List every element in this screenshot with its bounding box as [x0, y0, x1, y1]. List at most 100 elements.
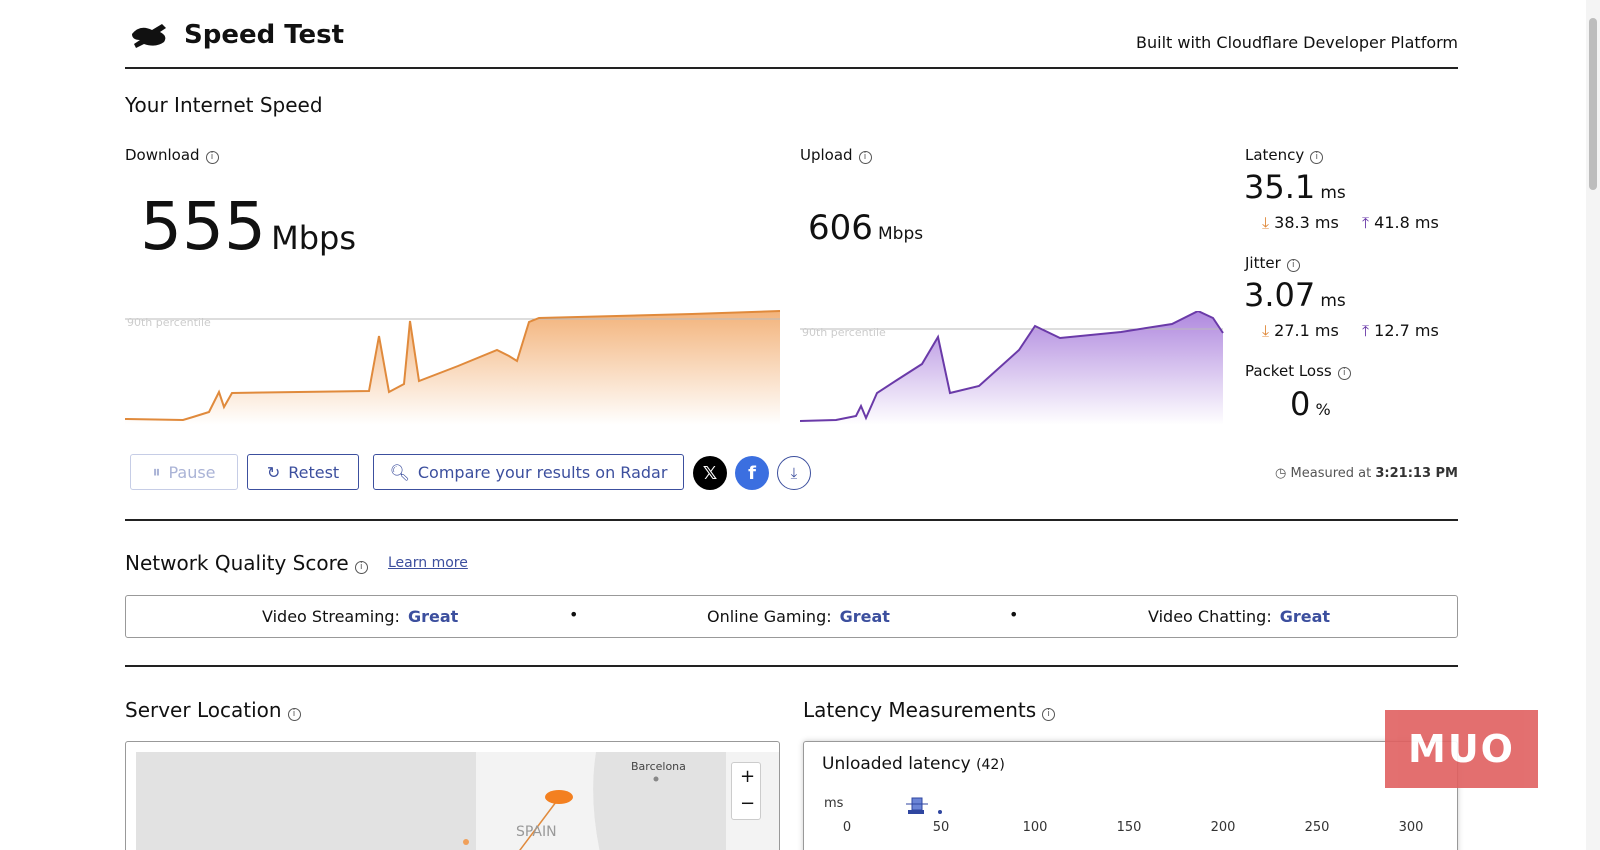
- download-number: 555: [140, 188, 266, 265]
- compare-button[interactable]: 🔍︎ Compare your results on Radar: [373, 454, 684, 490]
- map-label: SPAIN: [516, 824, 557, 840]
- map[interactable]: Barcelona SPAIN: [126, 742, 779, 850]
- quality-item: Online Gaming: Great: [707, 607, 890, 626]
- jitter-label-text: Jitter: [1245, 254, 1281, 272]
- upload-value: 606 Mbps: [808, 208, 923, 248]
- pause-button[interactable]: ⏸ Pause: [130, 454, 238, 490]
- measured-label: Measured at: [1290, 466, 1372, 481]
- axis-tick-label: 300: [1398, 820, 1424, 835]
- upload-label: Upload i: [800, 146, 872, 164]
- latency-label: Latency i: [1245, 146, 1324, 164]
- quality-item-label: Video Streaming:: [262, 607, 400, 626]
- separator-dot: •: [569, 605, 579, 624]
- watermark: MUO: [1385, 710, 1538, 788]
- jitter-value: 3.07 ms: [1244, 276, 1346, 314]
- scrollbar-thumb[interactable]: [1589, 18, 1597, 190]
- jitter-down: ⤓ 27.1 ms: [1262, 321, 1339, 340]
- latency-panel: Unloaded latency (42) ms 0 50 100 150 200 250…: [803, 741, 1458, 850]
- percentile-label: 90th percentile: [802, 326, 886, 339]
- latency-unit: ms: [1320, 183, 1346, 203]
- axis-tick-label: 150: [1116, 820, 1142, 835]
- quality-item-rating: Great: [1279, 607, 1331, 626]
- jitter-number: 3.07: [1244, 276, 1316, 314]
- axis-tick-label: 50: [932, 820, 950, 835]
- packet-loss-label: Packet Loss i: [1245, 362, 1351, 380]
- axis-unit: ms: [824, 796, 844, 811]
- latency-number: 35.1: [1244, 168, 1316, 206]
- latency-down: ⤓ 38.3 ms: [1262, 213, 1339, 232]
- latency-value: 35.1 ms: [1244, 168, 1346, 206]
- logo: [132, 24, 166, 48]
- divider: [125, 519, 1458, 521]
- packet-loss-number: 0: [1290, 385, 1311, 423]
- quality-item-label: Video Chatting:: [1148, 607, 1272, 626]
- latency-down-value: 38.3 ms: [1274, 213, 1339, 232]
- quality-item: Video Chatting: Great: [1148, 607, 1330, 626]
- upload-graph: 90th percentile: [800, 311, 1224, 425]
- jitter-up-value: 12.7 ms: [1374, 321, 1439, 340]
- upload-number: 606: [808, 208, 873, 248]
- retest-text: Retest: [288, 462, 340, 482]
- separator-dot: •: [1009, 605, 1019, 624]
- panel-title-text: Unloaded latency: [822, 754, 971, 774]
- quality-item-rating: Great: [407, 607, 459, 626]
- measured-time: 3:21:13 PM: [1375, 466, 1458, 481]
- latency-measurements-title: Latency Measurements i: [803, 698, 1056, 722]
- packet-loss-label-text: Packet Loss: [1245, 362, 1332, 380]
- share-facebook-button[interactable]: f: [735, 456, 769, 490]
- jitter-unit: ms: [1320, 291, 1346, 311]
- upload-unit: Mbps: [878, 224, 924, 244]
- packet-loss-value: 0 %: [1290, 385, 1331, 423]
- divider: [125, 665, 1458, 667]
- latency-up-value: 41.8 ms: [1374, 213, 1439, 232]
- quality-title-text: Network Quality Score: [125, 551, 349, 575]
- scrollbar-track[interactable]: [1586, 0, 1600, 850]
- axis-tick-label: 200: [1210, 820, 1236, 835]
- download-value: 555 Mbps: [140, 188, 356, 265]
- download-label: Download i: [125, 146, 219, 164]
- divider: [125, 67, 1458, 69]
- zoom-in[interactable]: +: [740, 766, 756, 787]
- percentile-label: 90th percentile: [127, 316, 211, 329]
- latency-label-text: Latency: [1245, 146, 1305, 164]
- download-graph: 90th percentile: [125, 310, 781, 425]
- jitter-up: ⤒ 12.7 ms: [1362, 321, 1439, 340]
- tagline[interactable]: Built with Cloudflare Developer Platform: [1136, 33, 1458, 52]
- zoom-control: + −: [731, 762, 761, 820]
- axis-tick-label: 100: [1022, 820, 1048, 835]
- packet-loss-unit: %: [1315, 400, 1331, 419]
- upload-label-text: Upload: [800, 146, 853, 164]
- latency-up: ⤒ 41.8 ms: [1362, 213, 1439, 232]
- quality-title: Network Quality Score i: [125, 551, 368, 575]
- quality-box: Video Streaming: Great • Online Gaming: Gr…: [125, 595, 1458, 638]
- map-label: Barcelona: [631, 760, 686, 773]
- axis-tick-label: 0: [842, 820, 852, 835]
- latency-measurements-title-text: Latency Measurements: [803, 698, 1037, 722]
- map-panel: Barcelona SPAIN + −: [125, 741, 780, 850]
- share-x-button[interactable]: 𝕏: [693, 456, 727, 490]
- section-title: Your Internet Speed: [125, 93, 323, 117]
- quality-item-label: Online Gaming:: [707, 607, 832, 626]
- quality-item: Video Streaming: Great: [262, 607, 458, 626]
- panel-count: (42): [976, 757, 1005, 773]
- download-label-text: Download: [125, 146, 200, 164]
- jitter-label: Jitter i: [1245, 254, 1300, 272]
- compare-text: Compare your results on Radar: [417, 462, 668, 482]
- axis-tick-label: 250: [1304, 820, 1330, 835]
- zoom-out[interactable]: −: [740, 793, 756, 814]
- latency-boxplot: [906, 797, 942, 814]
- learn-more-link[interactable]: Learn more: [388, 555, 468, 571]
- server-title: Server Location i: [125, 698, 301, 722]
- jitter-down-value: 27.1 ms: [1274, 321, 1339, 340]
- quality-item-rating: Great: [839, 607, 890, 626]
- measured-at: ◷ Measured at 3:21:13 PM: [1275, 466, 1458, 481]
- retest-button[interactable]: ↻ Retest: [247, 454, 359, 490]
- download-results-button[interactable]: ⤓: [777, 456, 811, 490]
- panel-title: Unloaded latency (42): [822, 754, 1005, 774]
- server-title-text: Server Location: [125, 698, 282, 722]
- download-unit: Mbps: [271, 219, 356, 257]
- pause-text: Pause: [168, 462, 216, 482]
- app-title: Speed Test: [184, 20, 345, 50]
